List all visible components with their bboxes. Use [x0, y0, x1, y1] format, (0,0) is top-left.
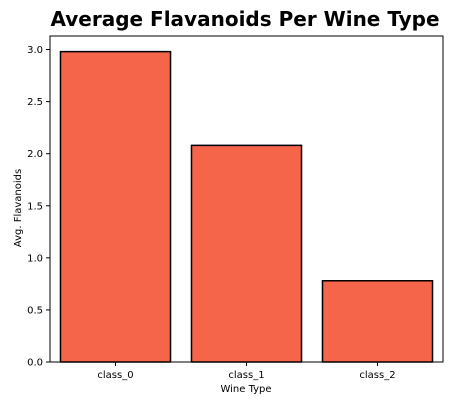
- x-tick-label: class_0: [97, 370, 133, 381]
- y-tick-label: 3.0: [27, 45, 43, 56]
- x-axis-label: Wine Type: [220, 384, 271, 395]
- y-axis-label: Avg. Flavanoids: [13, 169, 24, 247]
- y-tick-label: 2.0: [27, 149, 43, 160]
- plot-area: 0.0 0.5 1.0 1.5 2.0 2.5 3.0 class_0 class_1 class…: [27, 35, 444, 381]
- y-tick-label: 0.0: [27, 358, 43, 369]
- bar-class_2: [321, 280, 434, 363]
- x-tick-label: class_1: [228, 370, 264, 381]
- x-tick-label: class_2: [359, 370, 395, 381]
- chart-title: Average Flavanoids Per Wine Type: [50, 7, 439, 31]
- y-tick-label: 1.0: [27, 253, 43, 264]
- bar-class_1: [190, 144, 303, 363]
- y-tick-label: 0.5: [27, 305, 43, 316]
- y-tick-label: 2.5: [27, 97, 43, 108]
- y-tick-label: 1.5: [27, 201, 43, 212]
- bar-class_0: [59, 50, 172, 363]
